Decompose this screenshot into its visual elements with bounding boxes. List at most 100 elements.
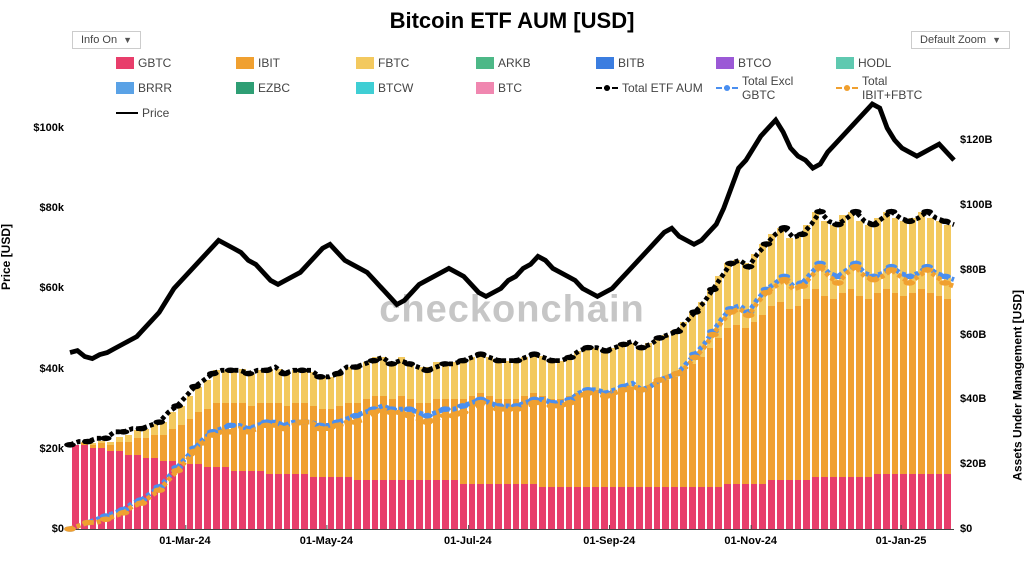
total-aum-line-dot <box>707 287 719 293</box>
total-aum-line-dot <box>171 403 183 409</box>
total-aum-line-dot <box>921 209 933 215</box>
ibit-fbtc-line-dot <box>475 400 487 406</box>
y-tick-right: $120B <box>954 134 992 146</box>
zoom-dropdown[interactable]: Default Zoom ▼ <box>911 31 1010 49</box>
total-aum-line-dot <box>529 351 541 357</box>
x-tick: 01-Sep-24 <box>583 529 635 547</box>
total-aum-line-dot <box>850 209 862 215</box>
total-aum-line-dot <box>296 368 308 374</box>
legend-item-bitb[interactable]: BITB <box>590 54 710 72</box>
legend-item-ifbt[interactable]: Total IBIT+FBTC <box>830 72 950 104</box>
ibit-fbtc-line-dot <box>261 423 273 429</box>
total-aum-line-dot <box>939 219 951 225</box>
legend-label: Total Excl GBTC <box>742 74 824 102</box>
legend-swatch <box>836 57 854 69</box>
x-tick: 01-Jul-24 <box>444 529 492 547</box>
total-aum-line-dot <box>832 222 844 228</box>
total-aum-line-dot <box>136 426 148 432</box>
x-tick: 01-May-24 <box>300 529 353 547</box>
chart-title: Bitcoin ETF AUM [USD] <box>0 0 1024 34</box>
y-tick-right: $0 <box>954 523 972 535</box>
zoom-label: Default Zoom <box>920 34 986 46</box>
total-aum-line-dot <box>386 361 398 367</box>
legend-item-gbtc[interactable]: GBTC <box>110 54 230 72</box>
ibit-fbtc-line-dot <box>457 410 469 416</box>
ibit-fbtc-line-dot <box>439 413 451 419</box>
ibit-fbtc-line-dot <box>368 410 380 416</box>
ibit-fbtc-line-dot <box>82 520 94 526</box>
legend-swatch <box>476 57 494 69</box>
total-aum-line-dot <box>743 264 755 270</box>
line-overlay-layer <box>70 108 954 529</box>
legend-item-brrr[interactable]: BRRR <box>110 72 230 104</box>
total-aum-line-dot <box>243 371 255 377</box>
legend-item-total[interactable]: Total ETF AUM <box>590 72 710 104</box>
ibit-fbtc-line-dot <box>743 312 755 318</box>
total-aum-line-dot <box>82 439 94 445</box>
legend-item-btco[interactable]: BTCO <box>710 54 830 72</box>
ibit-fbtc-line <box>70 267 954 529</box>
legend-swatch <box>716 87 738 89</box>
legend-label: BTC <box>498 81 522 95</box>
ibit-fbtc-line-dot <box>278 426 290 432</box>
ibit-fbtc-line-dot <box>689 355 701 361</box>
ibit-fbtc-line-dot <box>350 419 362 425</box>
total-aum-line-dot <box>368 358 380 364</box>
x-tick: 01-Jan-25 <box>876 529 927 547</box>
legend-item-excl[interactable]: Total Excl GBTC <box>710 72 830 104</box>
excl-gbtc-line-dot <box>403 406 415 412</box>
excl-gbtc-line-dot <box>421 413 433 419</box>
total-aum-line-dot <box>600 348 612 354</box>
total-aum-line-dot <box>814 209 826 215</box>
ibit-fbtc-line-dot <box>118 510 130 516</box>
legend-item-fbtc[interactable]: FBTC <box>350 54 470 72</box>
ibit-fbtc-line-dot <box>850 264 862 270</box>
total-aum-line-dot <box>689 309 701 315</box>
ibit-fbtc-line-dot <box>671 371 683 377</box>
legend-item-ibit[interactable]: IBIT <box>230 54 350 72</box>
total-aum-line-dot <box>207 371 219 377</box>
ibit-fbtc-line-dot <box>939 280 951 286</box>
legend-item-arkb[interactable]: ARKB <box>470 54 590 72</box>
x-tick: 01-Nov-24 <box>724 529 777 547</box>
legend-item-hodl[interactable]: HODL <box>830 54 950 72</box>
total-aum-line-dot <box>779 225 791 231</box>
y-tick-right: $100B <box>954 199 992 211</box>
ibit-fbtc-line-dot <box>153 487 165 493</box>
total-aum-line-dot <box>564 355 576 361</box>
ibit-fbtc-line-dot <box>136 500 148 506</box>
legend-swatch <box>236 82 254 94</box>
ibit-fbtc-line-dot <box>171 468 183 474</box>
total-aum-line-dot <box>582 345 594 351</box>
legend-label: BITB <box>618 56 645 70</box>
ibit-fbtc-line-dot <box>636 387 648 393</box>
ibit-fbtc-line-dot <box>904 280 916 286</box>
legend-item-btc[interactable]: BTC <box>470 72 590 104</box>
y-tick-left: $100k <box>33 122 70 134</box>
legend-swatch <box>596 57 614 69</box>
legend-label: IBIT <box>258 56 280 70</box>
excl-gbtc-line-dot <box>439 406 451 412</box>
y-tick-left: $60k <box>40 282 70 294</box>
y-axis-left-label: Price [USD] <box>0 224 13 290</box>
ibit-fbtc-line-dot <box>386 410 398 416</box>
chart-plot-area[interactable]: checkonchain $0$20k$40k$60k$80k$100k$0$2… <box>70 108 954 530</box>
ibit-fbtc-line-dot <box>189 449 201 455</box>
y-tick-right: $40B <box>954 393 986 405</box>
total-aum-line-dot <box>618 342 630 348</box>
ibit-fbtc-line-dot <box>225 429 237 435</box>
legend-item-btcw[interactable]: BTCW <box>350 72 470 104</box>
ibit-fbtc-line-dot <box>207 432 219 438</box>
total-aum-line-dot <box>654 335 666 341</box>
legend-item-ezbc[interactable]: EZBC <box>230 72 350 104</box>
legend-label: EZBC <box>258 81 290 95</box>
legend-swatch <box>716 57 734 69</box>
legend-label: BTCW <box>378 81 413 95</box>
legend-label: Total ETF AUM <box>622 81 703 95</box>
legend-swatch <box>116 57 134 69</box>
info-toggle-dropdown[interactable]: Info On ▼ <box>72 31 141 49</box>
total-aum-line-dot <box>671 329 683 335</box>
excl-gbtc-line-dot <box>225 423 237 429</box>
legend-label: FBTC <box>378 56 409 70</box>
ibit-fbtc-line-dot <box>654 377 666 383</box>
